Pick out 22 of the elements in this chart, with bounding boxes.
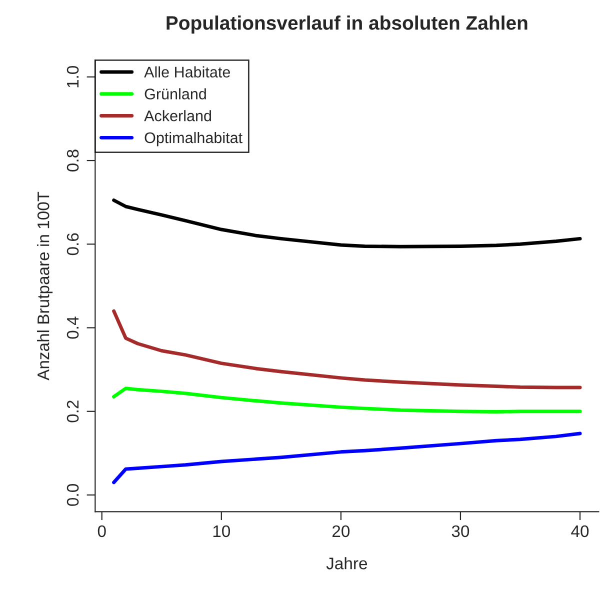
line-series	[112, 386, 582, 414]
legend-label: Alle Habitate	[144, 66, 230, 78]
y-axis-title: Anzahl Brutpaare in 100T	[37, 192, 53, 380]
x-tick-label: 0	[98, 525, 106, 538]
x-tick-label: 10	[213, 525, 230, 538]
y-tick-label: 0.0	[66, 484, 79, 506]
legend-label: Optimalhabitat	[144, 132, 242, 146]
y-tick-label: 1.0	[66, 66, 79, 88]
x-tick-label: 20	[332, 525, 350, 538]
line-series	[112, 432, 582, 484]
y-tick-label: 0.6	[66, 233, 79, 256]
line-series	[112, 309, 582, 390]
legend-label: Ackerland	[144, 110, 212, 122]
y-tick-label: 0.4	[66, 316, 79, 339]
x-tick-label: 40	[571, 525, 589, 538]
chart-title: Populationsverlauf in absoluten Zahlen	[166, 16, 528, 34]
line-series	[112, 198, 582, 248]
x-axis-title: Jahre	[326, 557, 368, 570]
y-tick-label: 0.8	[66, 150, 79, 172]
y-tick-label: 0.2	[66, 400, 79, 422]
legend-label: Grünland	[144, 88, 206, 100]
x-tick-label: 30	[452, 525, 470, 538]
